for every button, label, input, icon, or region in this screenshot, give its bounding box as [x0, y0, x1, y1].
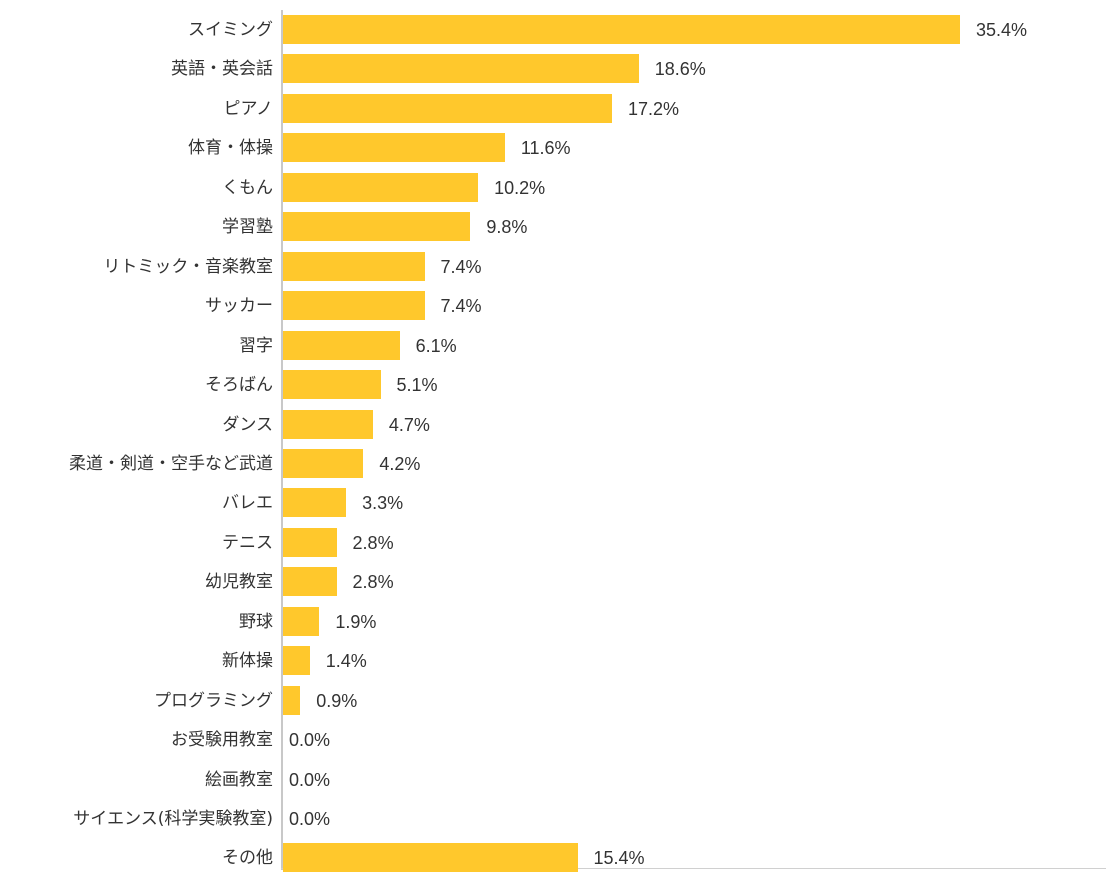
- category-label: サッカー: [205, 296, 273, 317]
- value-label: 3.3%: [362, 493, 404, 514]
- x-axis-line: [281, 868, 1106, 869]
- value-label: 11.6%: [520, 138, 571, 159]
- bar-row: 新体操 1.4%: [0, 646, 1106, 676]
- category-label: その他: [222, 848, 273, 869]
- bar-row: その他 15.4%: [0, 843, 1106, 873]
- bar: [283, 843, 578, 873]
- category-label: くもん: [222, 177, 273, 198]
- value-label: 17.2%: [627, 98, 679, 119]
- category-label: 習字: [239, 335, 273, 356]
- bar: [283, 409, 373, 439]
- value-label: 15.4%: [593, 848, 645, 869]
- bar-row: ダンス 4.7%: [0, 409, 1106, 440]
- bar-row: リトミック・音楽教室 7.4%: [0, 251, 1106, 282]
- bar: [283, 172, 479, 202]
- bar: [283, 527, 337, 557]
- value-label: 0.0%: [289, 769, 331, 790]
- value-label: 0.0%: [289, 730, 331, 751]
- bar-row: サイエンス(科学実験教室) 0.0%: [0, 804, 1106, 834]
- bar-row: 英語・英会話 18.6%: [0, 54, 1106, 84]
- bar: [283, 133, 505, 163]
- value-label: 10.2%: [494, 177, 546, 198]
- bar-row: そろばん 5.1%: [0, 370, 1106, 400]
- value-label: 4.2%: [379, 453, 421, 474]
- bar-row: 幼児教室 2.8%: [0, 567, 1106, 597]
- value-label: 35.4%: [976, 20, 1028, 40]
- bar: [283, 606, 320, 636]
- value-label: 1.4%: [325, 651, 367, 672]
- category-label: スイミング: [188, 20, 273, 40]
- category-label: プログラミング: [154, 690, 273, 711]
- bar: [283, 291, 425, 321]
- bar-row: バレエ 3.3%: [0, 488, 1106, 518]
- bar-row: 絵画教室 0.0%: [0, 765, 1106, 795]
- category-label: 絵画教室: [205, 769, 273, 790]
- bar-row: スイミング 35.4%: [0, 15, 1106, 45]
- bar-row: 学習塾 9.8%: [0, 212, 1106, 242]
- category-label: テニス: [222, 532, 273, 553]
- category-label: 柔道・剣道・空手など武道: [69, 453, 273, 474]
- bar: [283, 93, 612, 123]
- category-label: バレエ: [222, 493, 273, 514]
- value-label: 0.9%: [316, 690, 358, 711]
- category-label: ピアノ: [223, 98, 273, 119]
- value-label: 0.0%: [289, 809, 331, 829]
- bar-row: 体育・体操 11.6%: [0, 133, 1106, 163]
- category-label: サイエンス(科学実験教室): [73, 809, 273, 829]
- bar: [283, 370, 381, 400]
- bar: [283, 685, 301, 715]
- bar: [283, 488, 347, 518]
- value-label: 4.7%: [388, 414, 430, 435]
- bar: [283, 567, 337, 597]
- bar-row: 柔道・剣道・空手など武道 4.2%: [0, 448, 1106, 479]
- value-label: 7.4%: [440, 256, 482, 277]
- value-label: 2.8%: [352, 532, 394, 553]
- bar-row: 野球 1.9%: [0, 606, 1106, 637]
- category-label: リトミック・音楽教室: [103, 256, 273, 277]
- bar-row: 習字 6.1%: [0, 330, 1106, 361]
- y-axis-line: [281, 10, 283, 870]
- category-label: 学習塾: [222, 217, 273, 238]
- bar-row: サッカー 7.4%: [0, 291, 1106, 321]
- category-label: 体育・体操: [188, 138, 273, 159]
- bar: [283, 15, 960, 44]
- bar-row: お受験用教室 0.0%: [0, 725, 1106, 755]
- category-label: お受験用教室: [171, 730, 273, 751]
- bar: [283, 54, 639, 84]
- value-label: 9.8%: [486, 217, 528, 238]
- bar-row: ピアノ 17.2%: [0, 93, 1106, 124]
- value-label: 7.4%: [440, 296, 482, 317]
- bar: [283, 646, 310, 676]
- category-label: 新体操: [222, 651, 273, 672]
- bar: [283, 448, 364, 478]
- category-label: 野球: [239, 611, 273, 632]
- value-label: 18.6%: [654, 59, 706, 80]
- category-label: 幼児教室: [205, 572, 273, 593]
- value-label: 1.9%: [335, 611, 377, 632]
- bar: [283, 212, 471, 242]
- category-label: そろばん: [205, 375, 273, 396]
- bar-row: くもん 10.2%: [0, 172, 1106, 203]
- value-label: 6.1%: [415, 335, 457, 356]
- category-label: 英語・英会話: [171, 59, 273, 80]
- bar: [283, 330, 400, 360]
- category-label: ダンス: [222, 414, 273, 435]
- bar: [283, 251, 425, 281]
- bar-row: プログラミング 0.9%: [0, 685, 1106, 716]
- bar-row: テニス 2.8%: [0, 527, 1106, 558]
- value-label: 2.8%: [352, 572, 394, 593]
- value-label: 5.1%: [396, 375, 438, 396]
